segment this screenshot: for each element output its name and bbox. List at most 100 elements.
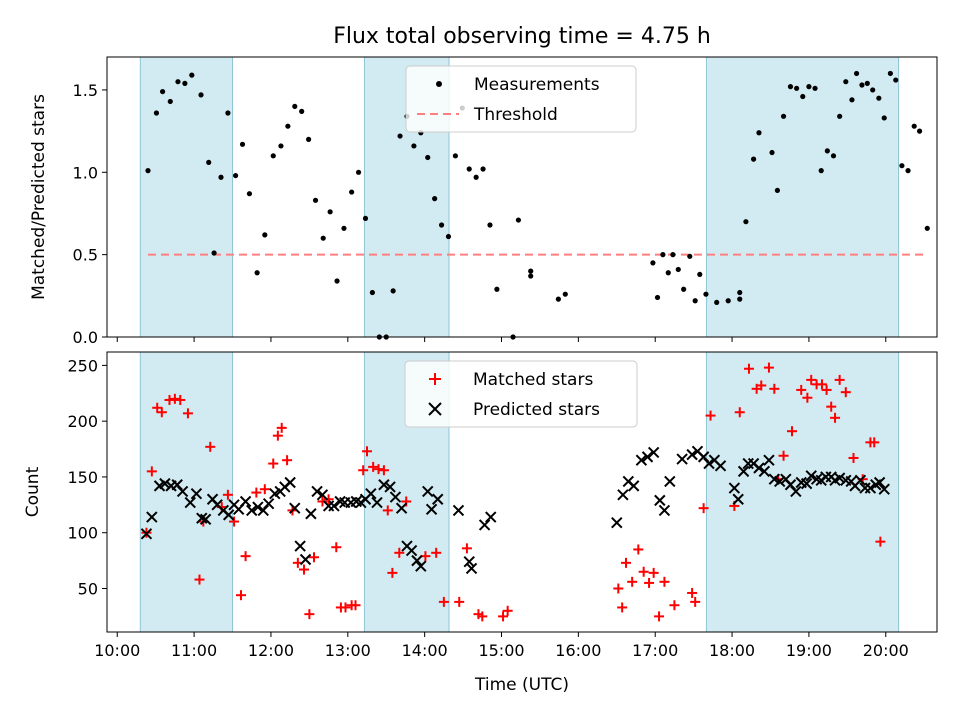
predicted-point [284, 476, 296, 489]
predicted-point [452, 504, 465, 517]
matched-point [763, 362, 774, 373]
measurement-point [849, 97, 855, 103]
matched-point [240, 551, 251, 562]
matched-point [869, 437, 880, 448]
predicted-point [422, 485, 434, 498]
predicted-point [159, 477, 171, 490]
measurement-point [800, 93, 806, 100]
ratio-y-ticks: 0.0 0.5 1.0 1.5 [73, 81, 107, 347]
predicted-point [199, 513, 212, 526]
y-tick-label: 250 [67, 356, 98, 375]
measurement-point [692, 298, 698, 304]
matched-point [358, 465, 369, 476]
measurement-point [452, 153, 458, 159]
x-tick-label: 15:00 [478, 641, 524, 660]
measurement-point [349, 189, 355, 195]
predicted-point [790, 485, 802, 498]
measurement-point [182, 80, 188, 86]
matched-point [648, 567, 659, 578]
measurement-point [893, 77, 899, 83]
y-tick-label: 1.0 [73, 163, 98, 182]
predicted-point [316, 489, 329, 501]
predicted-point [774, 475, 786, 488]
measurement-point [899, 163, 905, 169]
measurement-point [262, 232, 268, 238]
matched-point [152, 402, 163, 413]
measurement-point [411, 143, 417, 149]
predicted-point [658, 504, 671, 517]
measurement-point [225, 110, 231, 116]
matched-point [802, 392, 813, 403]
y-tick-label: 100 [67, 524, 98, 543]
measurement-point [320, 235, 326, 241]
matched-point [834, 374, 845, 385]
matched-point [394, 547, 405, 558]
predicted-point [415, 560, 427, 572]
x-tick-label: 20:00 [863, 641, 909, 660]
measurement-point [425, 154, 431, 161]
x-tick-label: 18:00 [709, 641, 755, 660]
measurement-point [743, 219, 749, 225]
ratio-legend-box [405, 65, 637, 133]
matched-point [331, 542, 342, 553]
matched-point [164, 394, 175, 405]
y-tick-label: 0.0 [73, 328, 98, 347]
legend-measurement-marker [436, 81, 442, 87]
matched-point [638, 566, 649, 577]
matched-point [806, 374, 817, 385]
ratio-legend: Measurements Threshold [405, 65, 637, 133]
predicted-point [800, 477, 813, 490]
predicted-point [411, 554, 423, 567]
measurement-point [397, 133, 403, 139]
measurement-point [167, 98, 173, 105]
matched-point [373, 464, 384, 475]
x-tick-label: 13:00 [325, 641, 371, 660]
measurement-point [650, 260, 656, 266]
predicted-point [654, 494, 666, 507]
matched-point [368, 461, 379, 472]
matched-point [690, 596, 701, 607]
measurement-point [390, 288, 396, 294]
matched-point [659, 576, 670, 587]
predicted-point [378, 479, 390, 491]
legend-predicted-marker [428, 402, 442, 416]
measurement-point [916, 128, 923, 134]
measurement-point [362, 215, 369, 222]
matched-point [769, 383, 780, 394]
measurement-point [254, 270, 260, 276]
matched-point [362, 446, 373, 457]
matched-point [308, 552, 319, 563]
matched-point [340, 602, 351, 613]
predicted-point [703, 457, 715, 470]
predicted-point [465, 562, 478, 575]
measurement-point [369, 289, 375, 296]
measurement-point [837, 113, 843, 119]
measurement-point [334, 278, 340, 284]
matched-point [756, 380, 767, 391]
matched-point [169, 393, 180, 404]
matched-point [627, 576, 638, 587]
matched-point [644, 577, 655, 588]
measurement-point [232, 172, 239, 179]
predicted-point [864, 482, 877, 494]
predicted-point [262, 498, 275, 510]
predicted-point [246, 504, 258, 517]
predicted-point [328, 500, 340, 512]
measurement-point [312, 197, 319, 203]
predicted-point [686, 448, 698, 461]
measurement-point [528, 273, 534, 279]
measurement-point [725, 298, 731, 304]
predicted-point [140, 528, 153, 540]
count-panel: 50 100 150 200 250 10:00 11:00 12:00 13:00 14:00… [23, 351, 938, 695]
matched-point [705, 410, 716, 421]
predicted-point [714, 460, 727, 472]
measurement-point [270, 153, 276, 159]
predicted-point [305, 508, 317, 520]
matched-point [621, 557, 632, 568]
measurement-point [870, 87, 876, 93]
measurement-point [681, 286, 687, 292]
measurement-point [341, 225, 347, 231]
predicted-point [184, 496, 196, 509]
count-axes-frame [106, 351, 938, 633]
predicted-point [753, 462, 765, 474]
